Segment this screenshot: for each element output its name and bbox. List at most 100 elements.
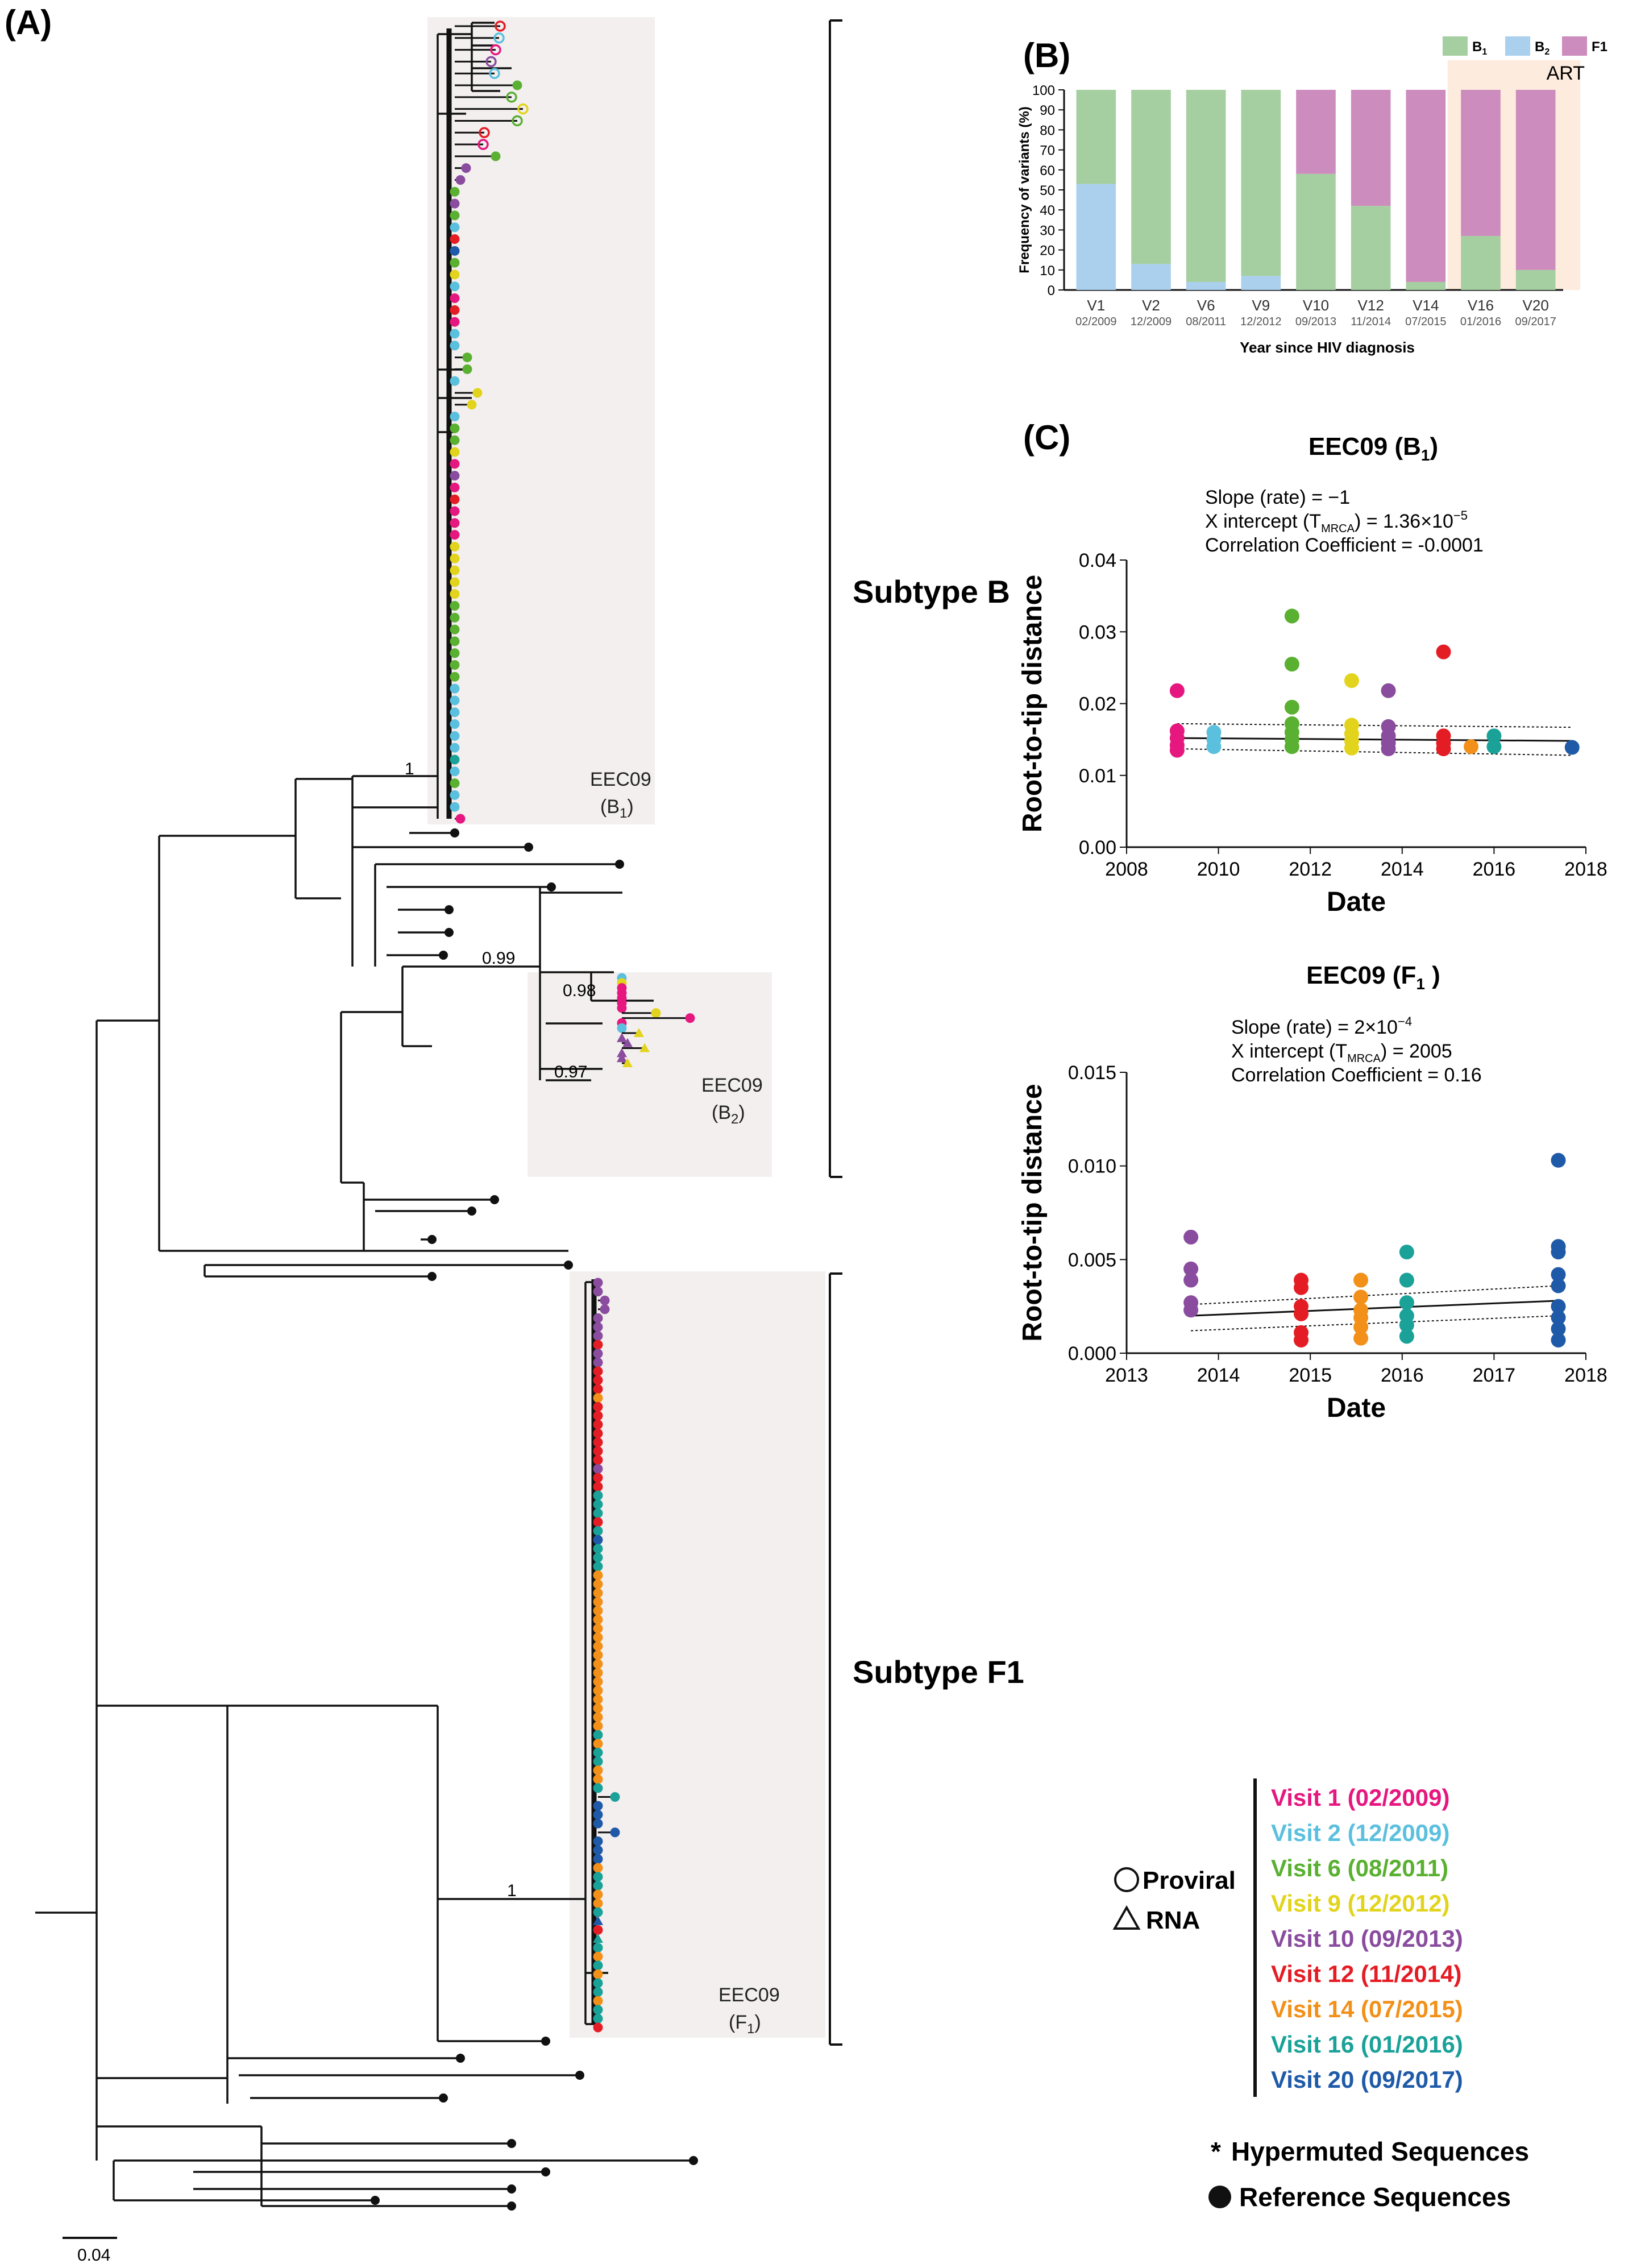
- visit-legend: Proviral RNA Visit 1 (02/2009) Visit 2 (1…: [1112, 1778, 1529, 2212]
- proviral-tip: [593, 1969, 603, 1979]
- scatter-point: [1551, 1267, 1566, 1282]
- b1-tip-markers: [450, 20, 529, 824]
- proviral-tip: [450, 683, 460, 694]
- proviral-tip: [593, 1872, 603, 1882]
- reference-dot: [575, 2071, 584, 2080]
- scatter-point: [1353, 1319, 1369, 1334]
- legend-swatch: [1562, 36, 1587, 56]
- scatter-point: [1381, 741, 1396, 757]
- reference-dot: [507, 2201, 516, 2211]
- y-tick-label: 0.015: [1068, 1062, 1116, 1084]
- x-tick-label: V12: [1358, 297, 1384, 314]
- scatter-point: [1399, 1329, 1414, 1344]
- proviral-tip: [450, 412, 460, 422]
- x-tick-label: 2013: [1105, 1365, 1148, 1386]
- proviral-tip: [593, 1987, 603, 1997]
- proviral-tip: [593, 2013, 603, 2024]
- f1-tip-markers: [593, 1278, 620, 2033]
- proviral-tip: [450, 317, 460, 327]
- bar-segment: [1296, 173, 1336, 290]
- proviral-tip: [593, 1712, 603, 1722]
- visit-label: Visit 9 (12/2012): [1271, 1890, 1449, 1917]
- scatter-point: [1399, 1245, 1414, 1260]
- scatter-point: [1169, 743, 1185, 758]
- proviral-tip: [593, 2005, 603, 2015]
- proviral-tip: [479, 127, 490, 139]
- proviral-tip: [462, 364, 472, 374]
- scatter-point: [1564, 740, 1580, 755]
- proviral-tip: [593, 1420, 603, 1430]
- proviral-tip: [450, 541, 460, 552]
- scatter-point: [1353, 1330, 1369, 1346]
- proviral-tip: [485, 56, 497, 68]
- proviral-tip: [593, 1331, 603, 1341]
- x-tick-label: 2016: [1473, 859, 1516, 880]
- proviral-tip: [610, 1792, 620, 1802]
- bar-segment: [1296, 90, 1336, 174]
- x-axis-label: Date: [1327, 887, 1386, 917]
- proviral-tip: [593, 1482, 603, 1492]
- proviral-tip: [495, 20, 506, 32]
- proviral-tip: [450, 589, 460, 599]
- proviral-tip: [593, 1765, 603, 1776]
- reference-dot: [371, 2196, 380, 2205]
- scatter-title: EEC09 (F1 ): [1306, 961, 1440, 993]
- support-value: 0.98: [563, 981, 596, 1000]
- b2-tip-markers: [617, 973, 695, 1067]
- proviral-tip: [450, 494, 460, 504]
- proviral-tip: [450, 707, 460, 718]
- scatter-point: [1284, 739, 1299, 754]
- scatter-point: [1551, 1299, 1566, 1314]
- proviral-tip: [450, 186, 460, 197]
- x-tick-label: V2: [1142, 297, 1160, 314]
- clade-label-f1-name: EEC09: [718, 1984, 780, 2006]
- proviral-tip: [506, 92, 517, 103]
- proviral-tip: [593, 1951, 603, 1962]
- x-tick-date: 07/2015: [1405, 316, 1446, 328]
- proviral-tip: [450, 612, 460, 623]
- legend-swatch: [1443, 36, 1468, 56]
- proviral-tip: [450, 648, 460, 658]
- reference-dot: [564, 1261, 573, 1270]
- bar-segment: [1515, 90, 1556, 270]
- x-tick-label: V9: [1252, 297, 1270, 314]
- proviral-tip: [593, 1685, 603, 1695]
- x-tick-label: 2014: [1197, 1365, 1240, 1386]
- scatter-point: [1294, 1306, 1309, 1321]
- rna-tip: [634, 1028, 644, 1038]
- y-tick-label: 40: [1040, 203, 1055, 218]
- confidence-band-upper: [1177, 723, 1572, 728]
- scatter-point: [1551, 1310, 1566, 1325]
- proviral-tip: [593, 1960, 603, 1971]
- scatter-point: [1464, 739, 1478, 754]
- proviral-tip: [593, 1641, 603, 1651]
- reference-dot: [427, 1272, 437, 1281]
- visit-label: Visit 12 (11/2014): [1271, 1960, 1461, 1987]
- y-tick-label: 70: [1040, 143, 1055, 159]
- subtype-f1-bracket: [829, 1272, 842, 2046]
- clade-label-b1-sub: (B1): [600, 796, 634, 821]
- y-tick-label: 0.04: [1079, 550, 1116, 571]
- y-tick-label: 20: [1040, 243, 1055, 259]
- proviral-tip: [450, 305, 460, 315]
- proviral-tip: [450, 210, 460, 221]
- bar-segment: [1406, 281, 1446, 290]
- proviral-tip: [593, 1774, 603, 1784]
- reference-dot: [615, 860, 624, 869]
- visit-labels: Visit 1 (02/2009) Visit 2 (12/2009) Visit …: [1271, 1784, 1463, 2093]
- reference-dot: [467, 1206, 476, 1216]
- x-tick-date: 11/2014: [1351, 316, 1391, 328]
- proviral-tip: [593, 1411, 603, 1421]
- proviral-tip: [455, 814, 466, 824]
- y-axis-label: Frequency of variants (%): [1017, 106, 1032, 273]
- proviral-tip: [450, 482, 460, 492]
- proviral-tip: [493, 32, 505, 44]
- proviral-tip: [593, 2022, 603, 2033]
- reference-dot: [524, 843, 533, 852]
- proviral-tip: [593, 1490, 603, 1500]
- proviral-tip: [450, 198, 460, 209]
- hypermuted-label: Hypermuted Sequences: [1231, 2137, 1529, 2166]
- visit-label: Visit 20 (09/2017): [1271, 2066, 1463, 2093]
- proviral-tip: [593, 1748, 603, 1758]
- scatter-point: [1284, 608, 1299, 624]
